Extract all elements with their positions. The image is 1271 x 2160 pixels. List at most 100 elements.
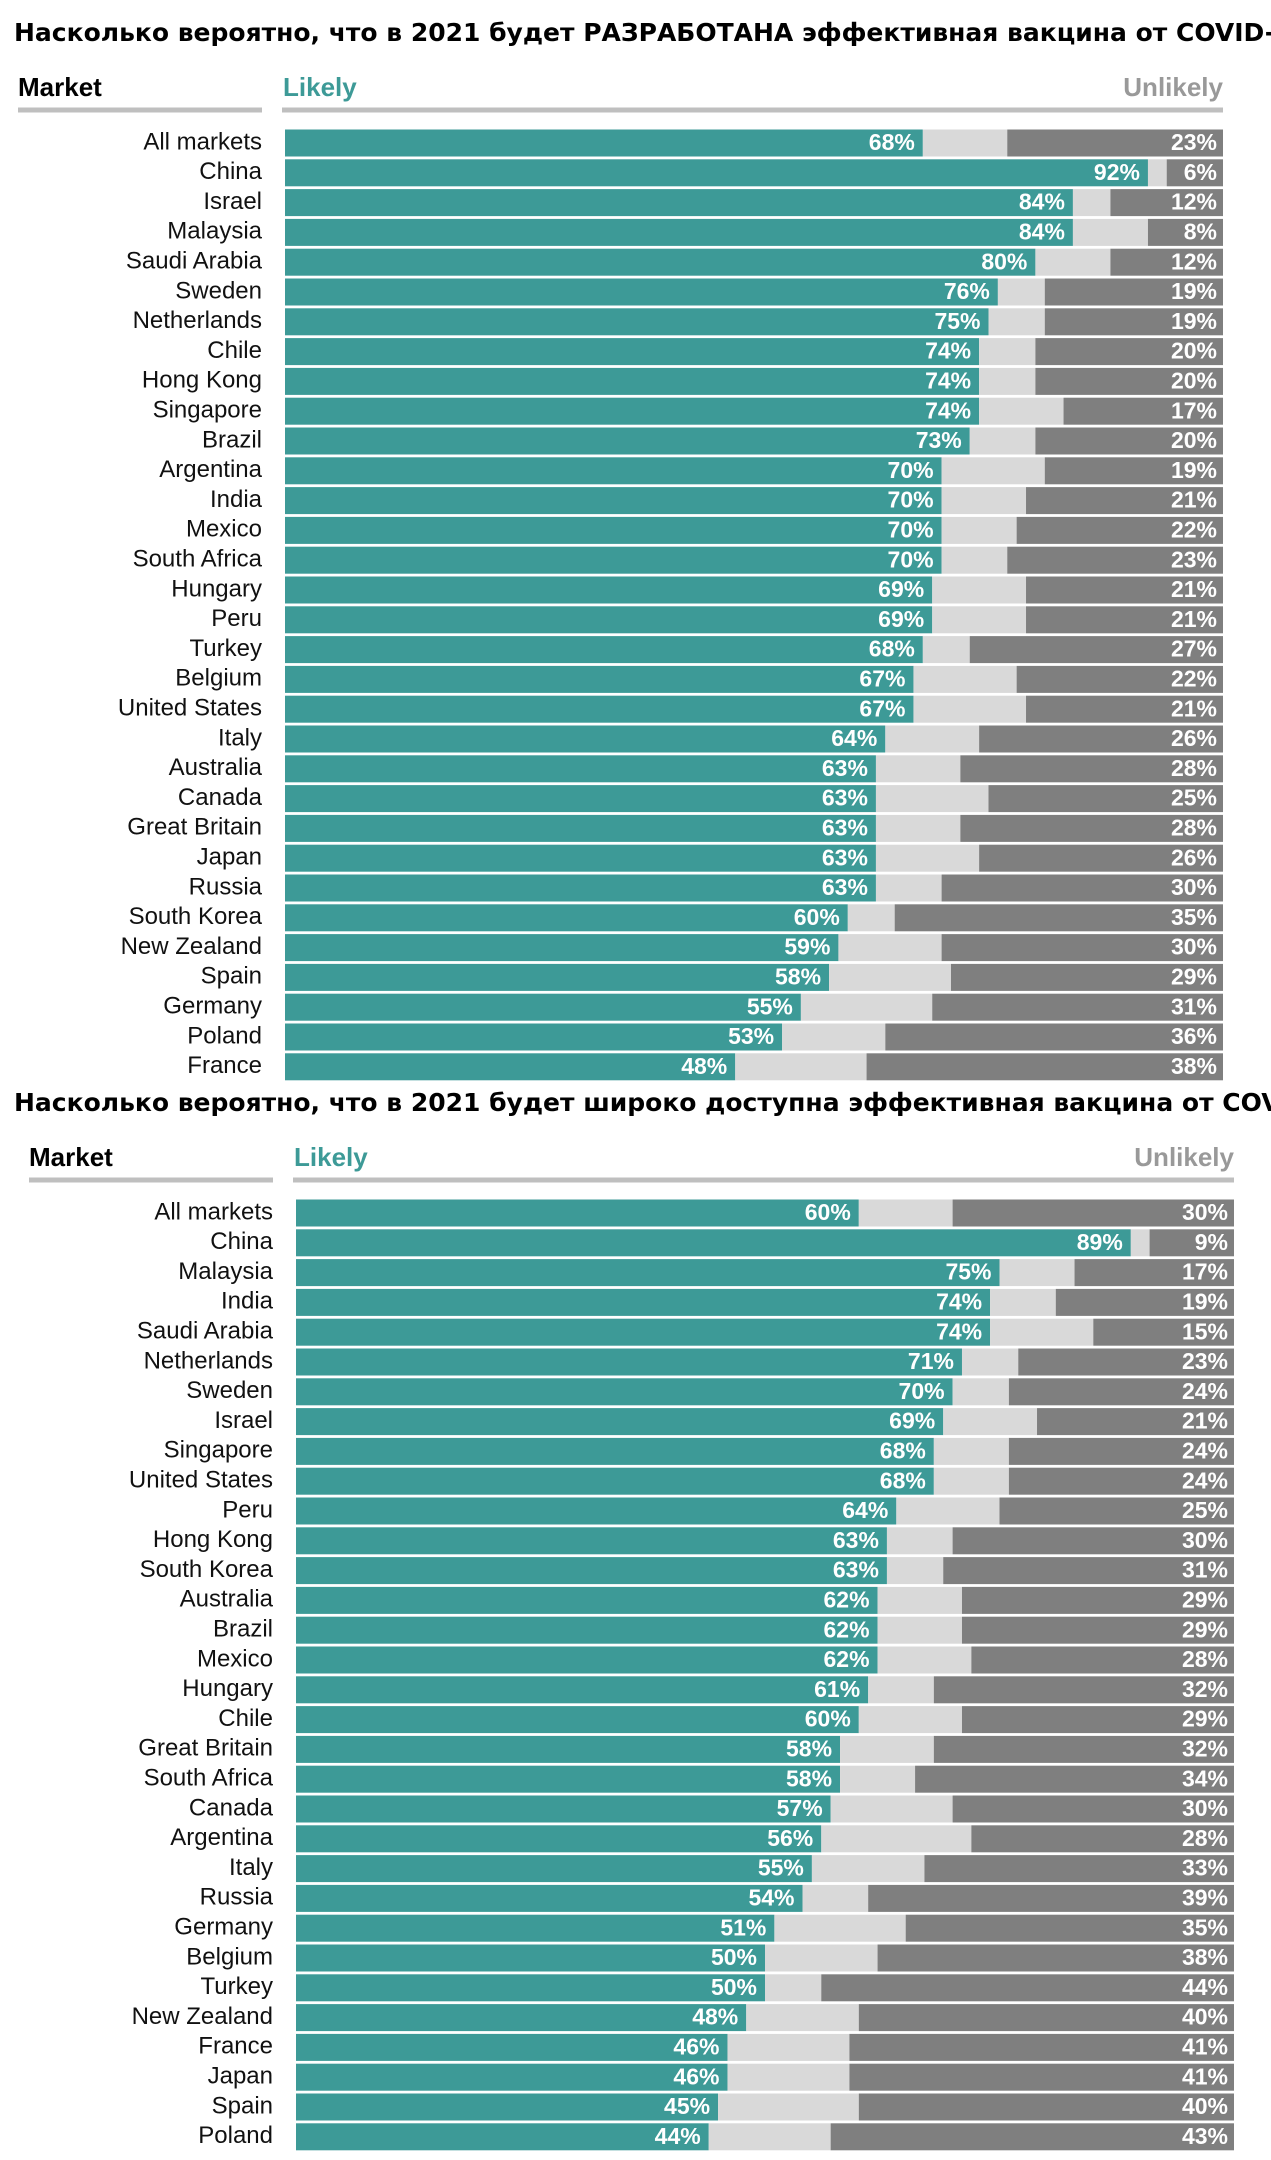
bar-segment — [1037, 1408, 1234, 1436]
category-label: Hungary — [182, 1675, 273, 1702]
bar-segment — [802, 1884, 869, 1912]
bar-segment — [765, 1974, 822, 2002]
bar-segment — [1044, 308, 1223, 336]
value-label: 17% — [1171, 397, 1217, 423]
category-label: China — [210, 1228, 273, 1255]
bar-segment — [285, 397, 980, 425]
category-label: Spain — [212, 2092, 273, 2119]
bar-segment — [1008, 1437, 1234, 1465]
bar-segment — [782, 1023, 886, 1051]
bar-segment — [961, 1348, 1019, 1376]
bar-segment — [875, 785, 989, 813]
bar-segment — [933, 1735, 1234, 1763]
category-label: Israel — [203, 188, 262, 215]
bar-segment — [296, 1378, 953, 1406]
bar-segment — [285, 278, 998, 306]
value-label: 70% — [888, 457, 934, 483]
bar-segment — [296, 1288, 991, 1316]
bar-segment — [296, 1765, 841, 1793]
value-label: 39% — [1182, 1884, 1228, 1910]
bar-segment — [990, 1288, 1056, 1316]
bar-segment — [1026, 487, 1223, 515]
bar-segment — [979, 338, 1036, 366]
value-label: 89% — [1077, 1229, 1123, 1255]
value-label: 80% — [981, 248, 1027, 274]
category-label: Italy — [218, 724, 262, 751]
value-label: 70% — [888, 546, 934, 572]
value-label: 30% — [1171, 934, 1217, 960]
value-label: 74% — [936, 1318, 982, 1344]
bar-segment — [849, 2033, 1234, 2061]
value-label: 71% — [908, 1348, 954, 1374]
bar-segment — [285, 755, 876, 783]
value-label: 62% — [824, 1616, 870, 1642]
bar-segment — [285, 129, 923, 157]
value-label: 43% — [1182, 2123, 1228, 2149]
category-label: All markets — [143, 128, 262, 155]
bar-segment — [1130, 1229, 1150, 1257]
category-label: Russia — [200, 1884, 274, 1911]
bar-segment — [840, 1765, 916, 1793]
value-label: 21% — [1171, 606, 1217, 632]
value-label: 30% — [1182, 1795, 1228, 1821]
bar-segment — [1007, 129, 1223, 157]
bar-segment — [1072, 189, 1111, 217]
bar-segment — [296, 2033, 728, 2061]
category-label: Netherlands — [133, 307, 262, 334]
value-label: 19% — [1171, 457, 1217, 483]
value-label: 33% — [1182, 1855, 1228, 1881]
bar-segment — [961, 1586, 1234, 1614]
bar-segment — [943, 1557, 1234, 1585]
value-label: 51% — [720, 1914, 766, 1940]
bar-segment — [1026, 576, 1223, 604]
value-label: 9% — [1195, 1229, 1228, 1255]
bar-segment — [800, 993, 933, 1021]
bar-segment — [1035, 427, 1223, 455]
category-label: Belgium — [186, 1943, 273, 1970]
value-label: 31% — [1171, 993, 1217, 1019]
bar-segment — [847, 904, 895, 932]
value-label: 25% — [1171, 785, 1217, 811]
bar-segment — [840, 1735, 934, 1763]
bar-segment — [875, 874, 942, 902]
category-label: India — [221, 1288, 274, 1315]
bar-segment — [868, 1884, 1234, 1912]
bar-segment — [727, 2063, 850, 2091]
category-label: Singapore — [153, 397, 262, 424]
bar-segment — [830, 1795, 953, 1823]
value-label: 26% — [1171, 725, 1217, 751]
bar-segment — [933, 1437, 1009, 1465]
category-label: Turkey — [190, 635, 262, 662]
bar-segment — [296, 1408, 944, 1436]
value-label: 41% — [1182, 2063, 1228, 2089]
bar-segment — [922, 129, 1008, 157]
bar-segment — [746, 2004, 859, 2032]
value-label: 63% — [822, 814, 868, 840]
bar-segment — [296, 1974, 765, 2002]
bar-segment — [979, 367, 1036, 395]
bar-segment — [285, 338, 980, 366]
category-label: Spain — [201, 963, 262, 990]
bar-segment — [990, 1318, 1094, 1346]
value-label: 74% — [925, 397, 971, 423]
bar-segment — [941, 934, 1223, 962]
category-label: Japan — [208, 2063, 273, 2090]
bar-segment — [829, 963, 951, 991]
bar-segment — [285, 934, 839, 962]
bar-segment — [821, 1825, 972, 1853]
bar-segment — [296, 2004, 747, 2032]
value-label: 63% — [822, 844, 868, 870]
value-label: 38% — [1182, 1944, 1228, 1970]
value-label: 28% — [1171, 814, 1217, 840]
bar-segment — [952, 1199, 1234, 1227]
value-label: 29% — [1182, 1586, 1228, 1612]
bar-segment — [1018, 1348, 1234, 1376]
value-label: 84% — [1019, 218, 1065, 244]
bar-segment — [877, 1646, 972, 1674]
value-label: 57% — [777, 1795, 823, 1821]
value-label: 24% — [1182, 1437, 1228, 1463]
bar-segment — [718, 2093, 859, 2121]
value-label: 28% — [1182, 1646, 1228, 1672]
value-label: 6% — [1184, 159, 1217, 185]
bar-segment — [285, 248, 1036, 276]
